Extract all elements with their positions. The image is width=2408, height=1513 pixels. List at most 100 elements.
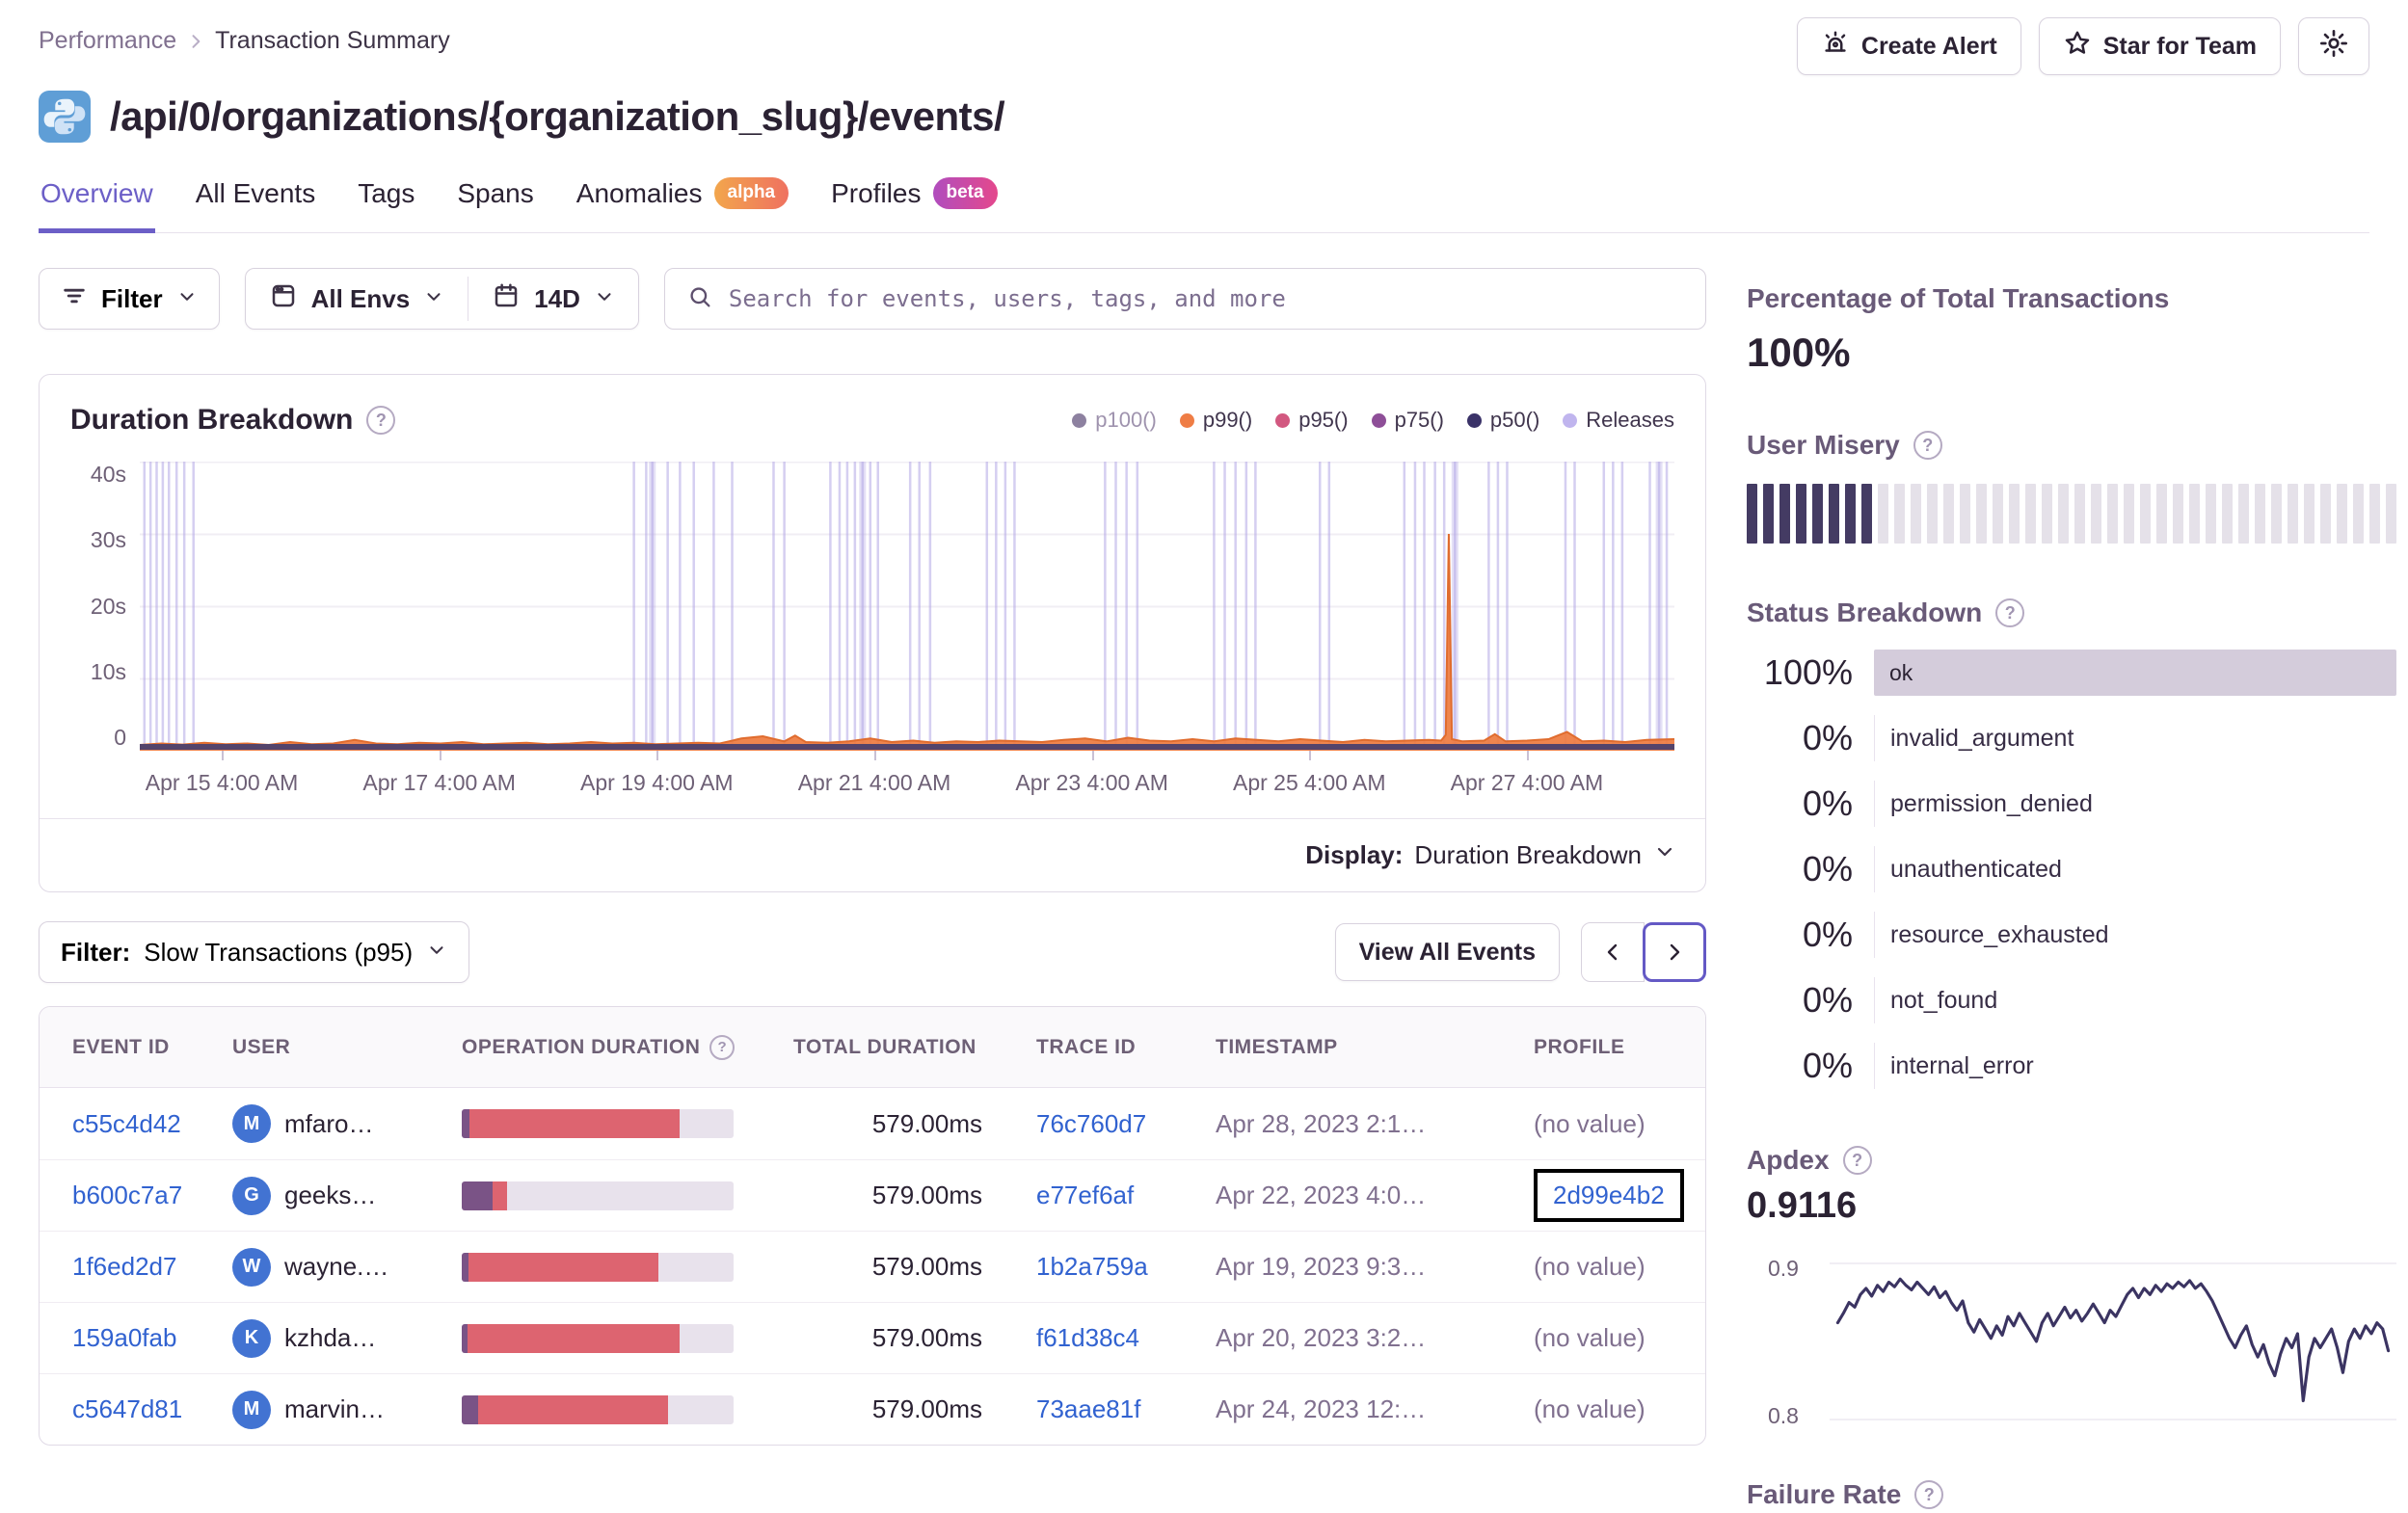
operation-duration-cell <box>462 1252 793 1282</box>
column-header-timestamp[interactable]: TIMESTAMP <box>1216 1035 1338 1058</box>
legend-dot <box>1275 412 1291 428</box>
filter-dropdown[interactable]: Filter <box>39 268 220 330</box>
apdex-y-bottom: 0.8 <box>1768 1403 1799 1428</box>
filter-row: Filter All Envs <box>39 268 1706 330</box>
python-icon <box>39 91 91 143</box>
legend-label: p50() <box>1489 408 1540 432</box>
tab-label: Profiles <box>831 177 922 208</box>
x-axis-tick-mark <box>1309 751 1312 760</box>
help-icon[interactable]: ? <box>709 1034 736 1060</box>
duration-segment-red <box>493 1181 507 1210</box>
display-dropdown[interactable]: Display: Duration Breakdown <box>1305 840 1676 870</box>
previous-page-button[interactable] <box>1581 922 1645 982</box>
duration-segment-red <box>467 1323 680 1353</box>
top-bar: Performance Transaction Summary Create A… <box>39 0 2369 75</box>
x-axis-tick-mark <box>873 751 876 760</box>
misery-bar <box>2369 484 2380 544</box>
tab-profiles[interactable]: Profiles beta <box>829 172 999 233</box>
next-page-button[interactable] <box>1643 922 1706 982</box>
tab-spans[interactable]: Spans <box>455 172 535 233</box>
operation-duration-cell <box>462 1394 793 1424</box>
create-alert-label: Create Alert <box>1860 32 1997 60</box>
duration-segment-red <box>469 1109 680 1138</box>
misery-bar <box>1829 484 1839 544</box>
settings-button[interactable] <box>2298 17 2369 75</box>
chart-legend: p100() p99() p95() p75() p50() Releases <box>1072 408 1674 433</box>
duration-chart-plot[interactable] <box>140 462 1674 751</box>
trace-id-link[interactable]: 73aae81f <box>1036 1394 1141 1423</box>
event-id-link[interactable]: c55c4d42 <box>72 1108 181 1138</box>
legend-item[interactable]: Releases <box>1563 408 1674 433</box>
misery-bar <box>2238 484 2249 544</box>
event-id-link[interactable]: 159a0fab <box>72 1323 177 1352</box>
gear-icon <box>2318 28 2349 66</box>
operation-duration-bar[interactable] <box>462 1252 734 1282</box>
column-header-profile[interactable]: PROFILE <box>1534 1035 1625 1058</box>
event-id-link[interactable]: c5647d81 <box>72 1394 183 1423</box>
misery-bar <box>1796 484 1806 544</box>
legend-item[interactable]: p75() <box>1371 408 1444 433</box>
misery-bar <box>2386 484 2396 544</box>
profile-cell: (no value) <box>1534 1323 1645 1352</box>
breadcrumb-performance[interactable]: Performance <box>39 27 177 54</box>
help-icon[interactable]: ? <box>1995 598 2025 627</box>
legend-item[interactable]: p95() <box>1275 408 1349 433</box>
apdex-value: 0.9116 <box>1747 1185 1858 1226</box>
total-duration-cell: 579.00ms <box>871 1108 982 1138</box>
legend-item[interactable]: p50() <box>1466 408 1540 433</box>
help-icon[interactable]: ? <box>366 406 396 435</box>
chevron-down-icon <box>426 938 447 968</box>
star-for-team-button[interactable]: Star for Team <box>2038 17 2281 75</box>
tab-anomalies[interactable]: Anomalies alpha <box>575 172 790 233</box>
trace-id-link[interactable]: 76c760d7 <box>1036 1108 1147 1138</box>
misery-bar <box>1993 484 2003 544</box>
view-all-events-button[interactable]: View All Events <box>1334 923 1560 981</box>
column-header-operation-duration[interactable]: OPERATION DURATION ? <box>462 1034 793 1060</box>
operation-duration-bar[interactable] <box>462 1323 734 1353</box>
operation-duration-bar[interactable] <box>462 1394 734 1424</box>
status-rows: 100% ok 0% invalid_argument 0% permission_den… <box>1747 650 2396 1089</box>
profile-cell: (no value) <box>1534 1108 1645 1138</box>
event-id-link[interactable]: b600c7a7 <box>72 1181 183 1209</box>
tab-label: Spans <box>457 177 534 208</box>
trace-id-link[interactable]: e77ef6af <box>1036 1181 1135 1209</box>
user-name: marvin… <box>284 1394 386 1423</box>
status-row: 0% permission_denied <box>1747 781 2396 827</box>
misery-bar <box>1976 484 1987 544</box>
column-header-event-id[interactable]: EVENT ID <box>72 1035 170 1058</box>
status-value: unauthenticated <box>1874 846 2396 892</box>
help-icon[interactable]: ? <box>1914 1480 1944 1509</box>
help-icon[interactable]: ? <box>1913 431 1942 460</box>
column-header-trace-id[interactable]: TRACE ID <box>1036 1035 1137 1058</box>
environment-dropdown[interactable]: All Envs <box>246 269 468 329</box>
misery-bar <box>2189 484 2200 544</box>
legend-item[interactable]: p99() <box>1179 408 1252 433</box>
trace-id-link[interactable]: 1b2a759a <box>1036 1252 1148 1281</box>
y-axis-tick: 0 <box>114 725 126 750</box>
tab-all-events[interactable]: All Events <box>194 172 318 233</box>
search-input[interactable] <box>728 285 1684 312</box>
legend-item[interactable]: p100() <box>1072 408 1157 433</box>
help-icon[interactable]: ? <box>1842 1146 1872 1175</box>
operation-duration-cell <box>462 1323 793 1353</box>
transactions-filter-dropdown[interactable]: Filter: Slow Transactions (p95) <box>39 921 470 983</box>
legend-dot <box>1371 412 1386 428</box>
tab-overview[interactable]: Overview <box>39 172 155 233</box>
event-id-cell: b600c7a7 <box>40 1181 232 1210</box>
legend-label: p75() <box>1394 408 1444 432</box>
y-axis-tick: 40s <box>90 462 126 487</box>
create-alert-button[interactable]: Create Alert <box>1796 17 2021 75</box>
profile-link[interactable]: 2d99e4b2 <box>1553 1181 1665 1209</box>
operation-duration-bar[interactable] <box>462 1181 734 1210</box>
operation-duration-bar[interactable] <box>462 1109 734 1138</box>
date-range-dropdown[interactable]: 14D <box>468 269 638 329</box>
status-name: not_found <box>1874 977 2396 1023</box>
tab-tags[interactable]: Tags <box>356 172 416 233</box>
column-header-user[interactable]: USER <box>232 1035 291 1058</box>
trace-id-link[interactable]: f61d38c4 <box>1036 1323 1139 1352</box>
column-header-total-duration[interactable]: TOTAL DURATION <box>793 1035 977 1058</box>
timestamp-cell: Apr 20, 2023 3:2… <box>1216 1323 1427 1352</box>
event-id-link[interactable]: 1f6ed2d7 <box>72 1252 177 1281</box>
